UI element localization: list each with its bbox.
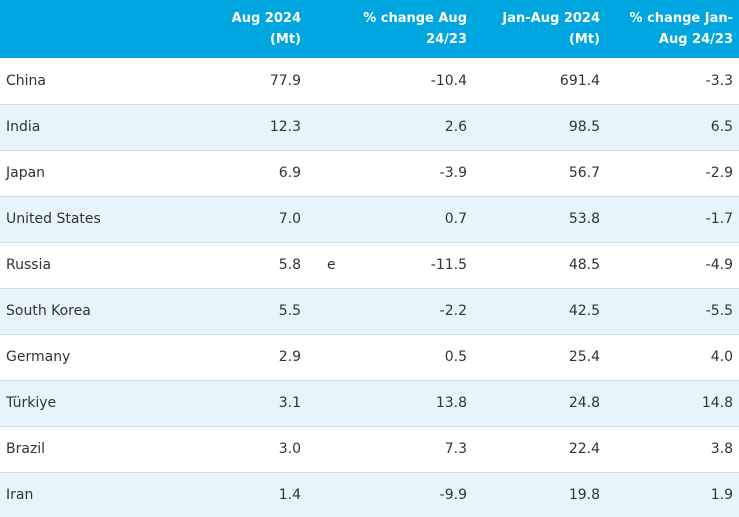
table-header-row: Aug 2024 (Mt) % change Aug 24/23 Jan-Aug 2… <box>0 0 739 58</box>
cell-aug-change-value: -11.5 <box>430 257 467 273</box>
cell-ytd-change: 14.8 <box>701 395 733 411</box>
cell-aug: 6.9 <box>278 165 301 181</box>
cell-aug-change: -9.9 <box>307 472 473 517</box>
cell-aug-change: -3.9 <box>307 150 473 196</box>
table-row: Japan 6.9 -3.9 56.7 -2.9 <box>0 150 739 196</box>
cell-ytd-change: -2.9 <box>705 165 733 181</box>
cell-country: Germany <box>6 349 71 365</box>
cell-aug-change: 13.8 <box>307 380 473 426</box>
table-row: Brazil 3.0 7.3 22.4 3.8 <box>0 426 739 472</box>
cell-aug-change: -10.4 <box>307 58 473 104</box>
cell-country: India <box>6 119 41 135</box>
cell-country: Türkiye <box>6 395 57 411</box>
cell-aug: 12.3 <box>269 119 301 135</box>
header-country <box>0 0 195 58</box>
cell-ytd-change: 6.5 <box>710 119 733 135</box>
cell-aug-change-value: 13.8 <box>435 395 467 411</box>
cell-country: South Korea <box>6 303 91 319</box>
header-aug-production-line2: (Mt) <box>269 32 301 47</box>
cell-ytd: 42.5 <box>568 303 600 319</box>
cell-aug-change-value: -9.9 <box>439 486 467 503</box>
header-ytd-change: % change Jan- Aug 24/23 <box>606 0 739 58</box>
cell-aug-change-value: -3.9 <box>439 165 467 181</box>
table-row: Iran 1.4 -9.9 19.8 1.9 <box>0 472 739 517</box>
header-ytd-change-line1: % change Jan- <box>629 11 733 26</box>
header-ytd-production: Jan-Aug 2024 (Mt) <box>473 0 606 58</box>
cell-aug: 3.1 <box>278 395 301 411</box>
cell-ytd-change: -4.9 <box>705 257 733 273</box>
cell-ytd: 98.5 <box>568 119 600 135</box>
cell-country: United States <box>6 211 101 227</box>
cell-aug-change: -2.2 <box>307 288 473 334</box>
cell-country: Japan <box>6 165 46 181</box>
cell-ytd-change: 3.8 <box>710 441 733 457</box>
cell-aug: 77.9 <box>269 72 301 89</box>
header-aug-change-line1: % change Aug <box>363 11 467 26</box>
cell-aug-change-value: 0.5 <box>444 349 467 365</box>
cell-aug-change-value: -10.4 <box>430 72 467 89</box>
table-row: Türkiye 3.1 13.8 24.8 14.8 <box>0 380 739 426</box>
table-row: China 77.9 -10.4 691.4 -3.3 <box>0 58 739 104</box>
cell-ytd-change: -1.7 <box>705 211 733 227</box>
cell-aug: 7.0 <box>278 211 301 227</box>
cell-country: China <box>6 72 46 89</box>
estimate-flag: e <box>327 257 336 273</box>
cell-aug-change-value: -2.2 <box>439 303 467 319</box>
cell-ytd: 56.7 <box>568 165 600 181</box>
header-ytd-production-line1: Jan-Aug 2024 <box>502 11 600 26</box>
cell-aug: 3.0 <box>278 441 301 457</box>
header-aug-change: % change Aug 24/23 <box>307 0 473 58</box>
table-row: Germany 2.9 0.5 25.4 4.0 <box>0 334 739 380</box>
cell-ytd: 53.8 <box>568 211 600 227</box>
table-row: India 12.3 2.6 98.5 6.5 <box>0 104 739 150</box>
cell-ytd: 22.4 <box>568 441 600 457</box>
header-aug-production-line1: Aug 2024 <box>231 11 301 26</box>
cell-country: Brazil <box>6 441 46 457</box>
cell-aug-change-value: 0.7 <box>444 211 467 227</box>
cell-ytd-change: -3.3 <box>705 72 733 89</box>
cell-ytd: 25.4 <box>568 349 600 365</box>
cell-country: Russia <box>6 257 52 273</box>
cell-aug-change: e -11.5 <box>307 242 473 288</box>
cell-ytd: 691.4 <box>559 72 600 89</box>
table-row: United States 7.0 0.7 53.8 -1.7 <box>0 196 739 242</box>
cell-ytd: 24.8 <box>568 395 600 411</box>
cell-country: Iran <box>6 486 34 503</box>
cell-ytd-change: 1.9 <box>710 486 733 503</box>
cell-aug-change-value: 7.3 <box>444 441 467 457</box>
cell-aug: 1.4 <box>278 486 301 503</box>
cell-aug-change: 7.3 <box>307 426 473 472</box>
cell-aug: 5.5 <box>278 303 301 319</box>
header-ytd-change-line2: Aug 24/23 <box>658 32 733 47</box>
cell-aug-change: 2.6 <box>307 104 473 150</box>
cell-aug: 5.8 <box>278 257 301 273</box>
header-ytd-production-line2: (Mt) <box>568 32 600 47</box>
cell-ytd: 48.5 <box>568 257 600 273</box>
cell-aug-change: 0.7 <box>307 196 473 242</box>
cell-ytd: 19.8 <box>568 486 600 503</box>
cell-aug-change-value: 2.6 <box>444 119 467 135</box>
cell-aug-change: 0.5 <box>307 334 473 380</box>
cell-aug: 2.9 <box>278 349 301 365</box>
table-row: South Korea 5.5 -2.2 42.5 -5.5 <box>0 288 739 334</box>
header-aug-production: Aug 2024 (Mt) <box>195 0 307 58</box>
cell-ytd-change: 4.0 <box>710 349 733 365</box>
table-row: Russia 5.8 e -11.5 48.5 -4.9 <box>0 242 739 288</box>
cell-ytd-change: -5.5 <box>705 303 733 319</box>
header-aug-change-line2: 24/23 <box>426 32 467 47</box>
